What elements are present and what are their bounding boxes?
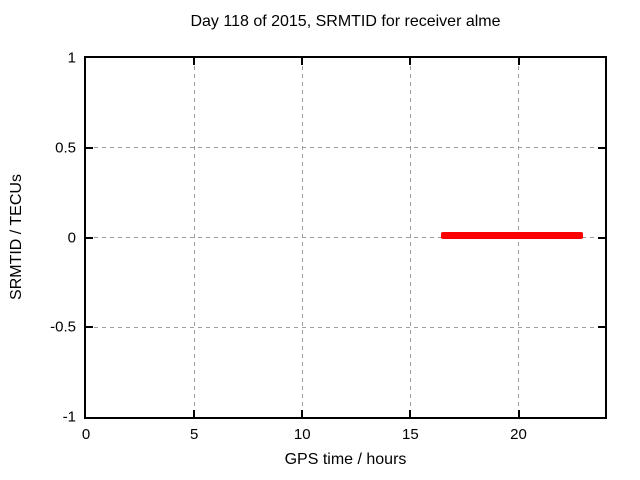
- y-gridline: [86, 237, 605, 238]
- chart-title: Day 118 of 2015, SRMTID for receiver alm…: [190, 13, 501, 30]
- x-tick-mark-bottom: [409, 410, 412, 417]
- x-tick-label: 10: [293, 426, 311, 443]
- x-tick-mark-bottom: [301, 410, 304, 417]
- y-tick-mark-right: [598, 146, 605, 149]
- x-tick-mark-top: [193, 58, 196, 65]
- y-tick-mark-left: [86, 236, 93, 239]
- y-tick-mark-left: [86, 146, 93, 149]
- x-tick-mark-bottom: [193, 410, 196, 417]
- x-tick-mark-top: [301, 58, 304, 65]
- x-tick-label: 0: [81, 426, 91, 443]
- y-tick-label: -0.5: [50, 318, 76, 336]
- y-gridline: [86, 147, 605, 149]
- y-tick-label: 0.5: [55, 139, 76, 157]
- y-tick-label: 0: [67, 229, 76, 246]
- x-tick-mark-top: [517, 58, 520, 65]
- data-series-segment: [440, 232, 584, 240]
- y-tick-label: 1: [67, 49, 76, 67]
- y-gridline: [86, 326, 605, 328]
- plot-area: [84, 56, 607, 419]
- y-tick-label: -1: [62, 408, 76, 426]
- x-tick-label: 15: [402, 426, 419, 443]
- y-tick-mark-right: [598, 236, 605, 239]
- x-tick-label: 20: [510, 426, 527, 443]
- x-tick-label: 5: [189, 426, 199, 443]
- y-tick-mark-left: [86, 326, 93, 329]
- x-tick-mark-bottom: [517, 410, 520, 417]
- y-tick-mark-right: [598, 326, 605, 329]
- x-tick-mark-top: [409, 58, 412, 65]
- x-axis-label: GPS time / hours: [284, 451, 407, 468]
